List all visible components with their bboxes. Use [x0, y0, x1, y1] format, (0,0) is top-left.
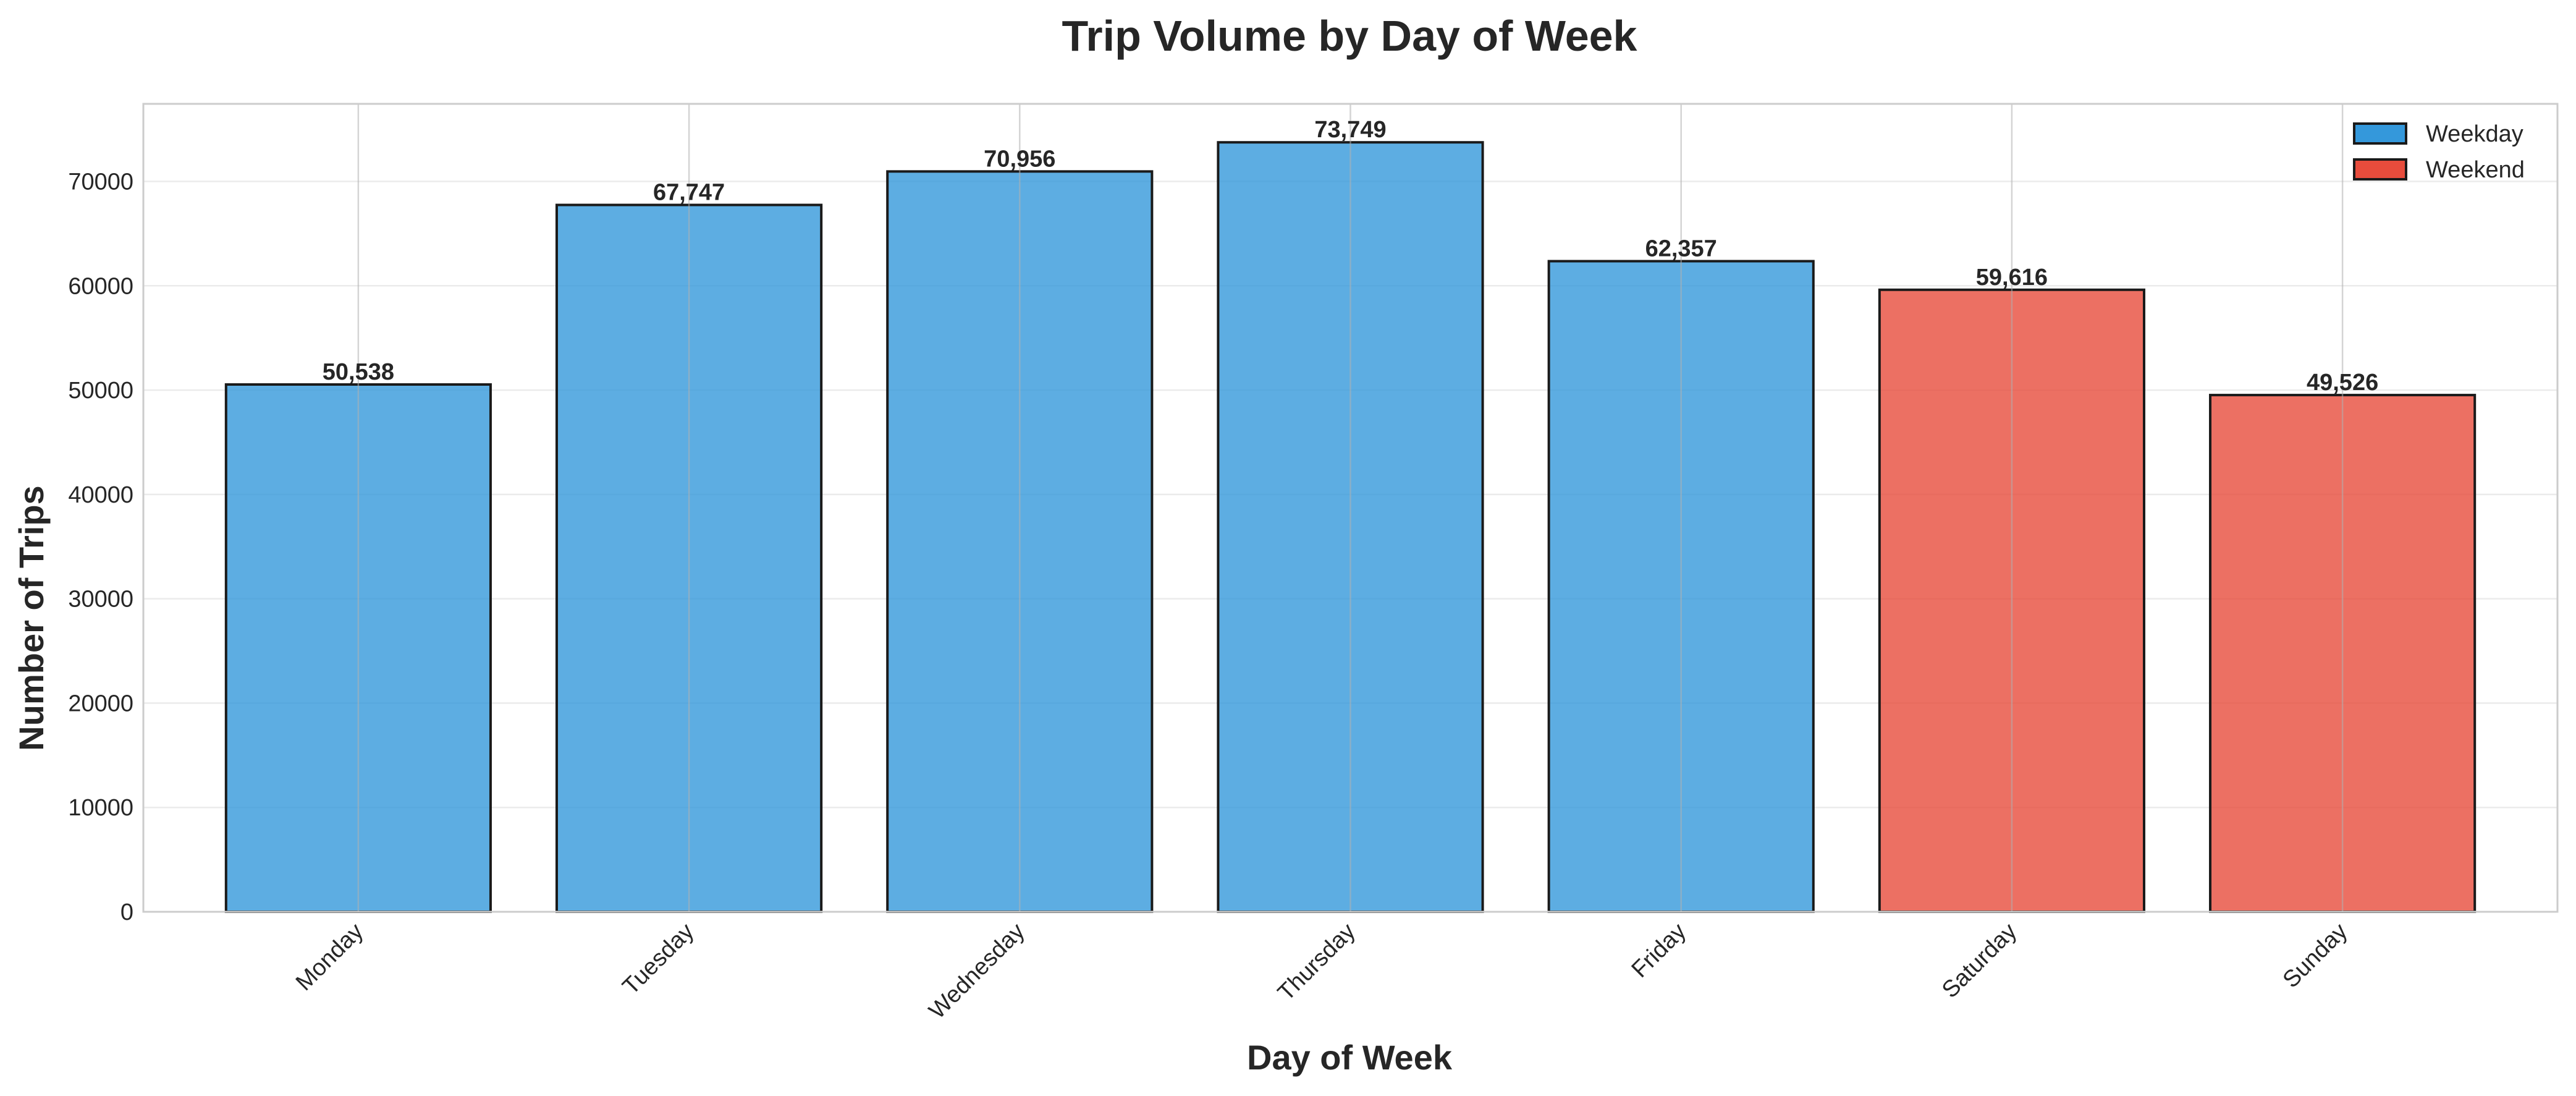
data-label: 70,956: [984, 146, 1055, 172]
legend: Weekday Weekend: [2353, 121, 2525, 183]
legend-swatch-weekend: [2353, 158, 2407, 181]
y-axis-label: Number of Trips: [12, 485, 51, 750]
legend-label-weekend: Weekend: [2426, 157, 2525, 183]
data-label: 73,749: [1314, 117, 1386, 143]
chart-title: Trip Volume by Day of Week: [1062, 12, 1637, 60]
x-tick-label: Wednesday: [924, 919, 1030, 1024]
y-tick-label: 50000: [68, 378, 133, 404]
legend-label-weekday: Weekday: [2426, 121, 2523, 147]
x-tick-label: Monday: [291, 919, 368, 996]
x-tick-label: Saturday: [1937, 919, 2022, 1003]
x-tick-label: Sunday: [2278, 919, 2353, 993]
y-tick-label: 20000: [68, 690, 133, 716]
x-tick-label: Thursday: [1273, 919, 1361, 1006]
y-tick-label: 70000: [68, 169, 133, 195]
y-tick-label: 60000: [68, 273, 133, 299]
x-axis-label: Day of Week: [1247, 1038, 1453, 1077]
plot-area: 50,538 67,747 70,956 73,749 62,357 59,616 49,5…: [68, 103, 2559, 1024]
x-tick-label: Friday: [1627, 919, 1691, 983]
y-tick-label: 40000: [68, 482, 133, 508]
data-label: 59,616: [1976, 265, 2048, 291]
data-label: 49,526: [2307, 370, 2378, 396]
y-tick-label: 10000: [68, 795, 133, 821]
legend-swatch-weekday: [2353, 122, 2407, 145]
data-label: 62,357: [1645, 236, 1717, 262]
data-label: 67,747: [653, 180, 725, 206]
data-label: 50,538: [323, 359, 394, 385]
y-tick-label: 30000: [68, 587, 133, 613]
y-tick-label: 0: [120, 899, 133, 925]
plot-frame: [142, 103, 2559, 913]
x-tick-label: Tuesday: [618, 919, 699, 1000]
